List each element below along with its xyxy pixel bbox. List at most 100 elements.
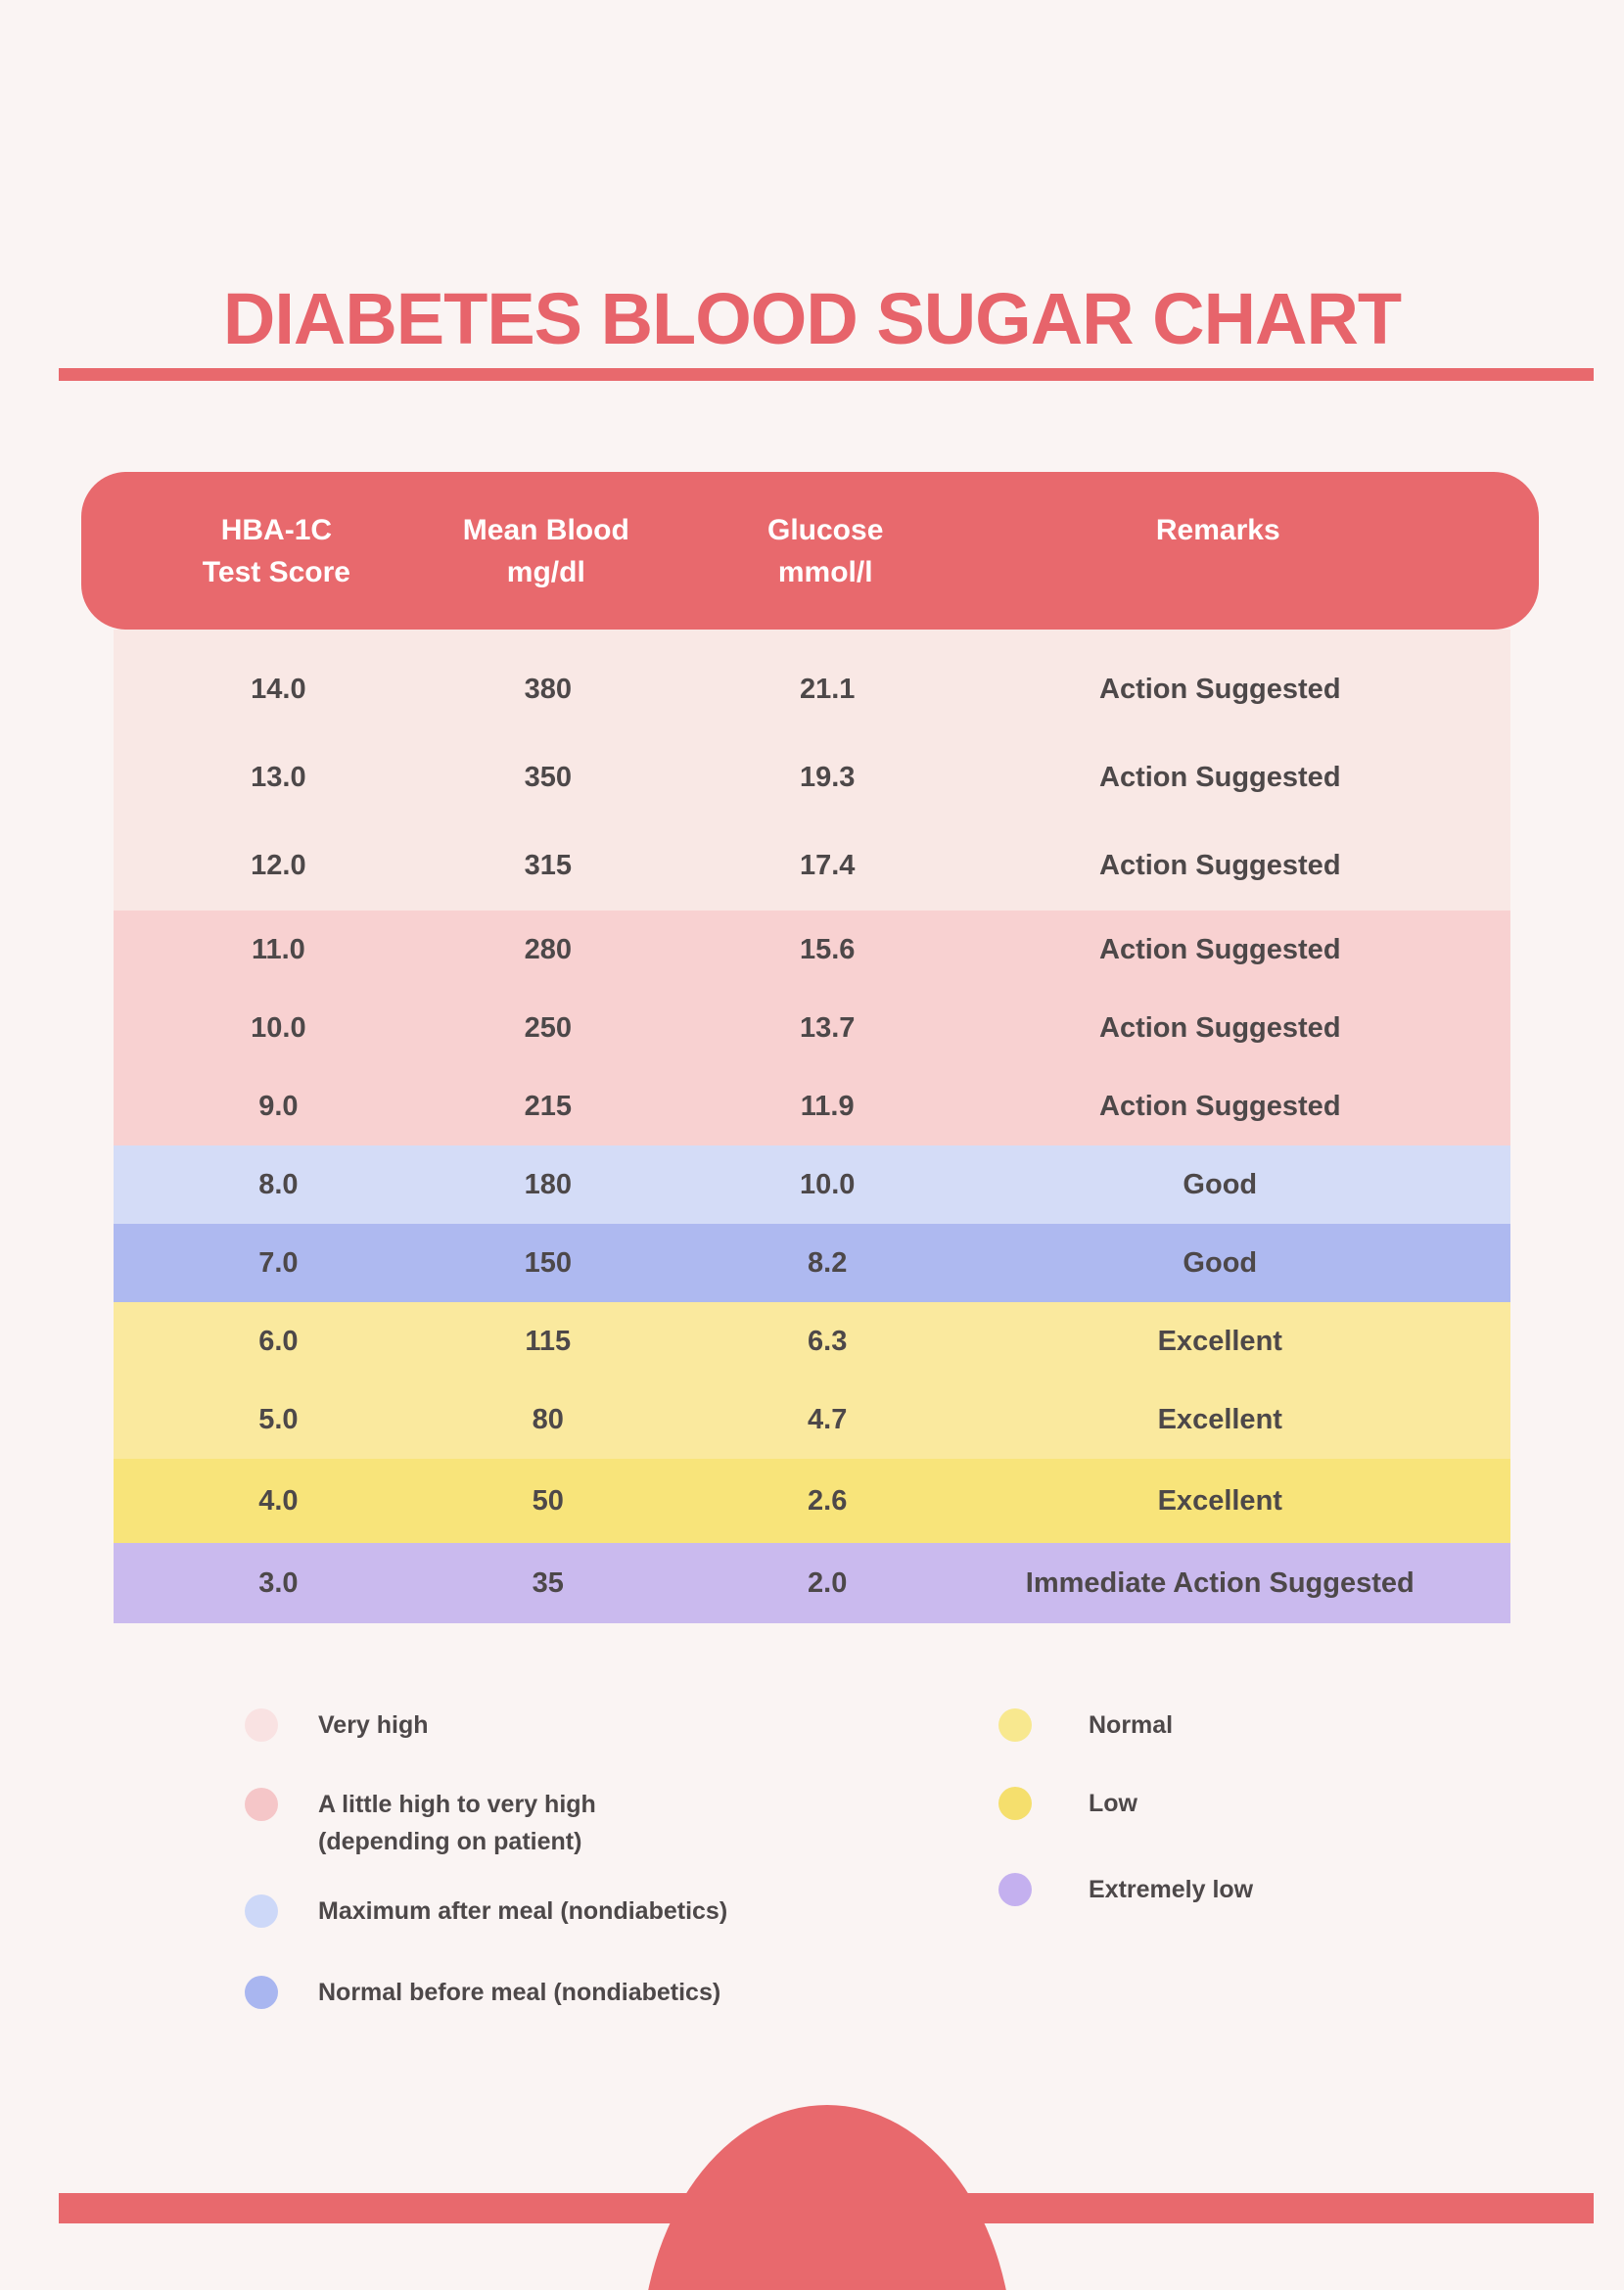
band-little-high: 11.0 280 15.6 Action Suggested 10.0 250 … <box>114 911 1510 1145</box>
cell-remark: Action Suggested <box>1099 1090 1341 1122</box>
page-title: DIABETES BLOOD SUGAR CHART <box>222 277 1402 359</box>
cell-glucose: 10.0 <box>799 1168 856 1200</box>
legend-label: Low <box>1089 1790 1137 1817</box>
table-header: HBA-1C Test Score Mean Blood mg/dl Gluco… <box>81 472 1539 630</box>
cell-score: 3.0 <box>258 1566 299 1599</box>
cell-remark: Action Suggested <box>1099 933 1341 965</box>
cell-remark: Action Suggested <box>1099 673 1341 705</box>
cell-mean-blood: 350 <box>524 761 572 793</box>
band-very-high: 14.0 380 21.1 Action Suggested 13.0 350 … <box>114 630 1510 911</box>
top-divider-rule <box>59 368 1594 381</box>
table-body: 14.0 380 21.1 Action Suggested 13.0 350 … <box>114 630 1510 1623</box>
legend-label: Very high <box>318 1711 429 1739</box>
cell-glucose: 11.9 <box>800 1090 855 1122</box>
column-header-line: Mean Blood <box>462 513 629 546</box>
legend-label: Extremely low <box>1089 1876 1254 1903</box>
table-header-grid: HBA-1C Test Score Mean Blood mg/dl Gluco… <box>81 509 1539 593</box>
column-header-hba1c: HBA-1C Test Score <box>112 509 441 593</box>
normal-dot-icon <box>998 1708 1032 1742</box>
legend-item-normal-before-meal: Normal before meal (nondiabetics) <box>245 1974 720 2011</box>
table-row: 14.0 380 21.1 Action Suggested <box>114 645 1510 733</box>
cell-remark: Immediate Action Suggested <box>1025 1566 1415 1599</box>
table-row: 10.0 250 13.7 Action Suggested <box>114 989 1510 1067</box>
table-row: 9.0 215 11.9 Action Suggested <box>114 1067 1510 1145</box>
very-high-dot-icon <box>245 1708 278 1742</box>
cell-glucose: 8.2 <box>808 1246 848 1279</box>
column-header-remarks: Remarks <box>1000 509 1508 593</box>
cell-score: 9.0 <box>258 1090 299 1122</box>
table-row: 7.0 150 8.2 Good <box>114 1224 1510 1302</box>
legend-item-extremely-low: Extremely low <box>998 1871 1253 1908</box>
table-row: 12.0 315 17.4 Action Suggested <box>114 822 1510 911</box>
cell-glucose: 6.3 <box>808 1325 848 1357</box>
legend-label-line2: (depending on patient) <box>318 1828 582 1855</box>
cell-glucose: 2.6 <box>808 1484 848 1517</box>
band-normal-before-meal: 7.0 150 8.2 Good <box>114 1224 1510 1302</box>
cell-remark: Excellent <box>1157 1325 1282 1357</box>
cell-mean-blood: 35 <box>532 1566 564 1599</box>
band-extremely-low: 3.0 35 2.0 Immediate Action Suggested <box>114 1543 1510 1623</box>
legend-label: Normal <box>1089 1711 1174 1739</box>
table-row: 13.0 350 19.3 Action Suggested <box>114 733 1510 821</box>
legend-label: A little high to very high (depending on … <box>318 1786 596 1860</box>
table-row: 4.0 50 2.6 Excellent <box>114 1459 1510 1543</box>
cell-mean-blood: 115 <box>525 1325 572 1357</box>
cell-score: 14.0 <box>251 673 306 705</box>
cell-glucose: 21.1 <box>799 673 856 705</box>
cell-glucose: 4.7 <box>808 1403 848 1435</box>
column-header-line: HBA-1C <box>220 513 333 546</box>
column-header-line: Glucose <box>767 513 884 546</box>
cell-mean-blood: 250 <box>524 1011 572 1044</box>
cell-mean-blood: 80 <box>532 1403 564 1435</box>
max-after-meal-dot-icon <box>245 1894 278 1928</box>
cell-mean-blood: 280 <box>524 933 572 965</box>
cell-remark: Action Suggested <box>1099 1011 1341 1044</box>
band-max-after-meal: 8.0 180 10.0 Good <box>114 1145 1510 1224</box>
cell-score: 11.0 <box>251 933 305 965</box>
cell-remark: Action Suggested <box>1099 761 1341 793</box>
table-row: 11.0 280 15.6 Action Suggested <box>114 911 1510 989</box>
legend-item-normal: Normal <box>998 1706 1173 1744</box>
cell-remark: Excellent <box>1157 1484 1282 1517</box>
low-dot-icon <box>998 1787 1032 1820</box>
column-header-line: Test Score <box>202 555 350 588</box>
cell-glucose: 17.4 <box>799 850 856 882</box>
legend-item-max-after-meal: Maximum after meal (nondiabetics) <box>245 1893 727 1930</box>
cell-score: 8.0 <box>258 1168 299 1200</box>
extremely-low-dot-icon <box>998 1873 1032 1906</box>
cell-mean-blood: 180 <box>524 1168 572 1200</box>
table-row: 6.0 115 6.3 Excellent <box>114 1302 1510 1380</box>
column-header-mean-blood: Mean Blood mg/dl <box>441 509 651 593</box>
column-header-line: mmol/l <box>777 555 873 588</box>
cell-glucose: 15.6 <box>799 933 856 965</box>
cell-mean-blood: 50 <box>532 1484 564 1517</box>
band-normal: 6.0 115 6.3 Excellent 5.0 80 4.7 Excelle… <box>114 1302 1510 1459</box>
table-row: 5.0 80 4.7 Excellent <box>114 1380 1510 1459</box>
cell-remark: Action Suggested <box>1099 850 1341 882</box>
legend-label-line1: A little high to very high <box>318 1791 596 1818</box>
cell-mean-blood: 380 <box>524 673 572 705</box>
normal-before-meal-dot-icon <box>245 1976 278 2009</box>
cell-score: 7.0 <box>258 1246 299 1279</box>
column-header-glucose: Glucose mmol/l <box>651 509 1000 593</box>
cell-remark: Excellent <box>1157 1403 1282 1435</box>
legend-label: Normal before meal (nondiabetics) <box>318 1979 721 2006</box>
little-high-dot-icon <box>245 1788 278 1821</box>
cell-mean-blood: 315 <box>524 850 572 882</box>
cell-remark: Good <box>1183 1168 1258 1200</box>
cell-glucose: 13.7 <box>799 1011 856 1044</box>
cell-score: 5.0 <box>258 1403 299 1435</box>
cell-score: 10.0 <box>251 1011 306 1044</box>
cell-mean-blood: 215 <box>524 1090 572 1122</box>
legend-item-very-high: Very high <box>245 1706 429 1744</box>
cell-glucose: 19.3 <box>799 761 856 793</box>
cell-score: 4.0 <box>258 1484 299 1517</box>
legend-item-little-high: A little high to very high (depending on … <box>245 1786 596 1860</box>
table-row: 3.0 35 2.0 Immediate Action Suggested <box>114 1543 1510 1623</box>
column-header-line: mg/dl <box>506 555 585 588</box>
table-row: 8.0 180 10.0 Good <box>114 1145 1510 1224</box>
legend-item-low: Low <box>998 1785 1137 1822</box>
cell-glucose: 2.0 <box>808 1566 848 1599</box>
bottom-divider-rule <box>59 2193 1594 2223</box>
